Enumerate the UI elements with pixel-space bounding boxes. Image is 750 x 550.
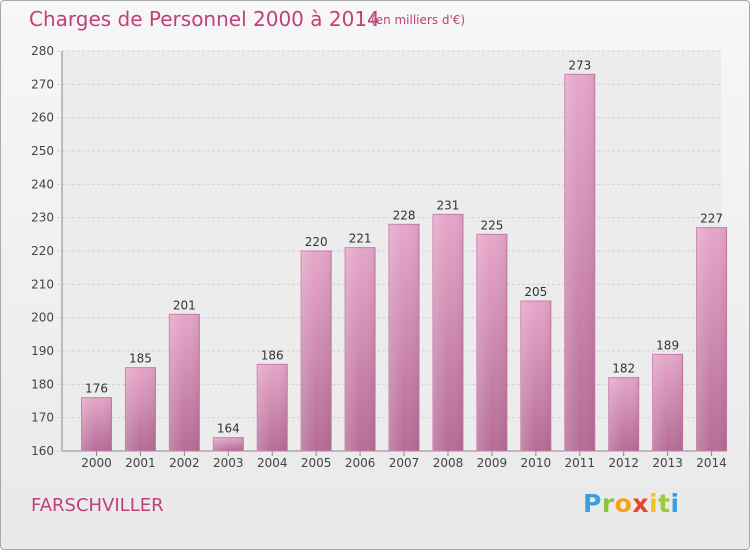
bar-value-label: 182 [612, 362, 635, 376]
bar-shade [257, 364, 288, 451]
bar-value-label: 228 [393, 208, 416, 222]
y-tick-label: 230 [31, 211, 54, 225]
bar-shade [389, 224, 420, 451]
y-tick-label: 170 [31, 411, 54, 425]
logo-letter: t [658, 489, 671, 518]
logo-letter: x [632, 489, 649, 518]
bar-shade [520, 301, 551, 451]
bar-value-label: 164 [217, 422, 240, 436]
bar-shade [432, 214, 463, 451]
bar-value-label: 225 [480, 218, 503, 232]
x-tick-label: 2012 [608, 456, 639, 470]
x-tick-label: 2001 [125, 456, 156, 470]
x-tick-label: 2013 [652, 456, 683, 470]
y-tick-label: 220 [31, 244, 54, 258]
y-tick-label: 160 [31, 444, 54, 458]
y-tick-label: 280 [31, 44, 54, 58]
x-tick-label: 2005 [301, 456, 332, 470]
proxiti-logo[interactable]: Proxiti [583, 489, 680, 518]
bar-value-label: 186 [261, 348, 284, 362]
bar-value-label: 176 [85, 382, 108, 396]
x-tick-label: 2014 [696, 456, 727, 470]
y-tick-label: 200 [31, 311, 54, 325]
bar-shade [696, 227, 727, 451]
bar-value-label: 189 [656, 338, 679, 352]
y-tick-label: 190 [31, 344, 54, 358]
bar-shade [213, 437, 244, 451]
bar-shade [125, 367, 156, 451]
bar-value-label: 231 [437, 198, 460, 212]
bar-shade [564, 74, 595, 451]
bar-value-label: 201 [173, 298, 196, 312]
logo-letter: r [601, 489, 615, 518]
bar-shade [81, 397, 112, 451]
x-tick-label: 2003 [213, 456, 244, 470]
bar-value-label: 185 [129, 352, 152, 366]
logo-letter: i [670, 489, 680, 518]
bar-shade [169, 314, 200, 451]
x-tick-label: 2006 [345, 456, 376, 470]
y-tick-label: 240 [31, 177, 54, 191]
x-tick-label: 2011 [564, 456, 595, 470]
logo-letter: P [583, 489, 602, 518]
bar-value-label: 205 [524, 285, 547, 299]
bar-value-label: 273 [568, 58, 591, 72]
bar-shade [476, 234, 507, 451]
x-tick-label: 2008 [433, 456, 464, 470]
logo-letter: o [614, 489, 633, 518]
bar-shade [608, 377, 639, 451]
y-tick-label: 260 [31, 111, 54, 125]
x-tick-label: 2009 [477, 456, 508, 470]
x-tick-label: 2007 [389, 456, 420, 470]
bar-shade [652, 354, 683, 451]
x-tick-label: 2010 [521, 456, 552, 470]
logo-letter: i [649, 489, 659, 518]
y-tick-label: 270 [31, 77, 54, 91]
chart-title: Charges de Personnel 2000 à 2014 [29, 7, 380, 31]
bar-value-label: 227 [700, 212, 723, 226]
chart-subtitle: (en milliers d'€) [371, 13, 466, 27]
town-name: FARSCHVILLER [31, 495, 164, 516]
y-tick-label: 180 [31, 377, 54, 391]
bar-value-label: 220 [305, 235, 328, 249]
x-tick-label: 2000 [81, 456, 112, 470]
bar-shade [345, 247, 376, 451]
bar-value-label: 221 [349, 232, 372, 246]
x-tick-label: 2002 [169, 456, 200, 470]
x-tick-label: 2004 [257, 456, 288, 470]
y-tick-label: 250 [31, 144, 54, 158]
bar-shade [301, 251, 332, 451]
y-tick-label: 210 [31, 277, 54, 291]
